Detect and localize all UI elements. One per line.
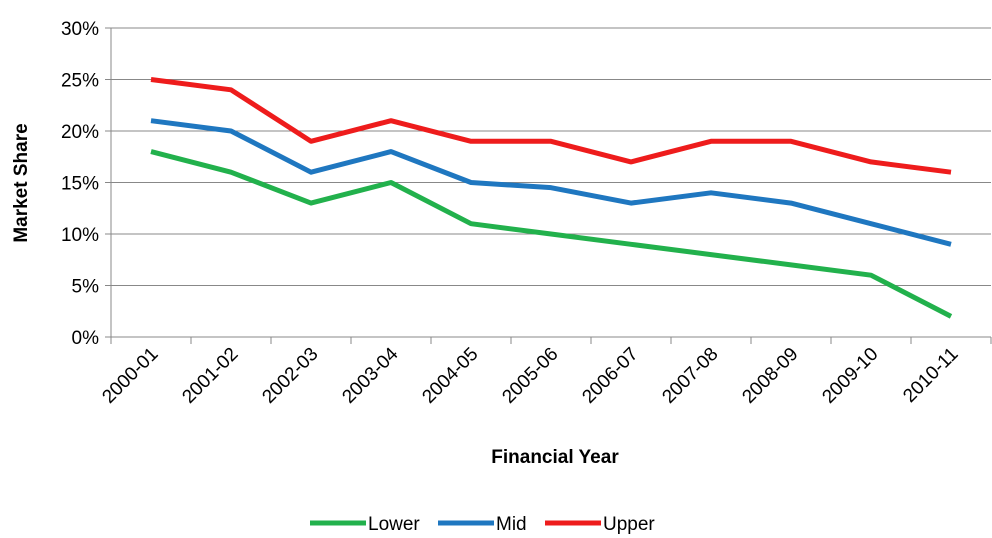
y-tick-label: 20% [61,122,99,143]
y-axis-title: Market Share [11,123,32,242]
y-tick-label: 25% [61,71,99,92]
line-series [150,77,952,175]
y-tick-label: 0% [72,328,100,349]
x-axis-title: Financial Year [491,447,619,468]
x-tick-label: 2000-01 [98,344,162,408]
y-tick-label: 10% [61,225,99,246]
legend-label: Mid [496,514,527,535]
x-tick-label: 2008-09 [738,344,802,408]
x-tick-label: 2006-07 [578,344,642,408]
legend-label: Lower [368,514,420,535]
legend-label: Upper [603,514,655,535]
x-tick-label: 2004-05 [418,344,482,408]
y-tick-label: 5% [72,277,100,298]
x-tick-label: 2010-11 [899,344,962,407]
line-series [150,149,953,319]
line-series [150,118,952,247]
x-tick-label: 2009-10 [818,344,882,408]
x-tick-label: 2003-04 [338,343,402,407]
y-tick-label: 15% [61,174,99,195]
y-tick-label: 30% [61,19,99,40]
x-tick-label: 2002-03 [258,344,322,408]
x-tick-label: 2007-08 [658,344,722,408]
x-tick-label: 2005-06 [498,344,562,408]
x-tick-label: 2001-02 [178,344,242,408]
